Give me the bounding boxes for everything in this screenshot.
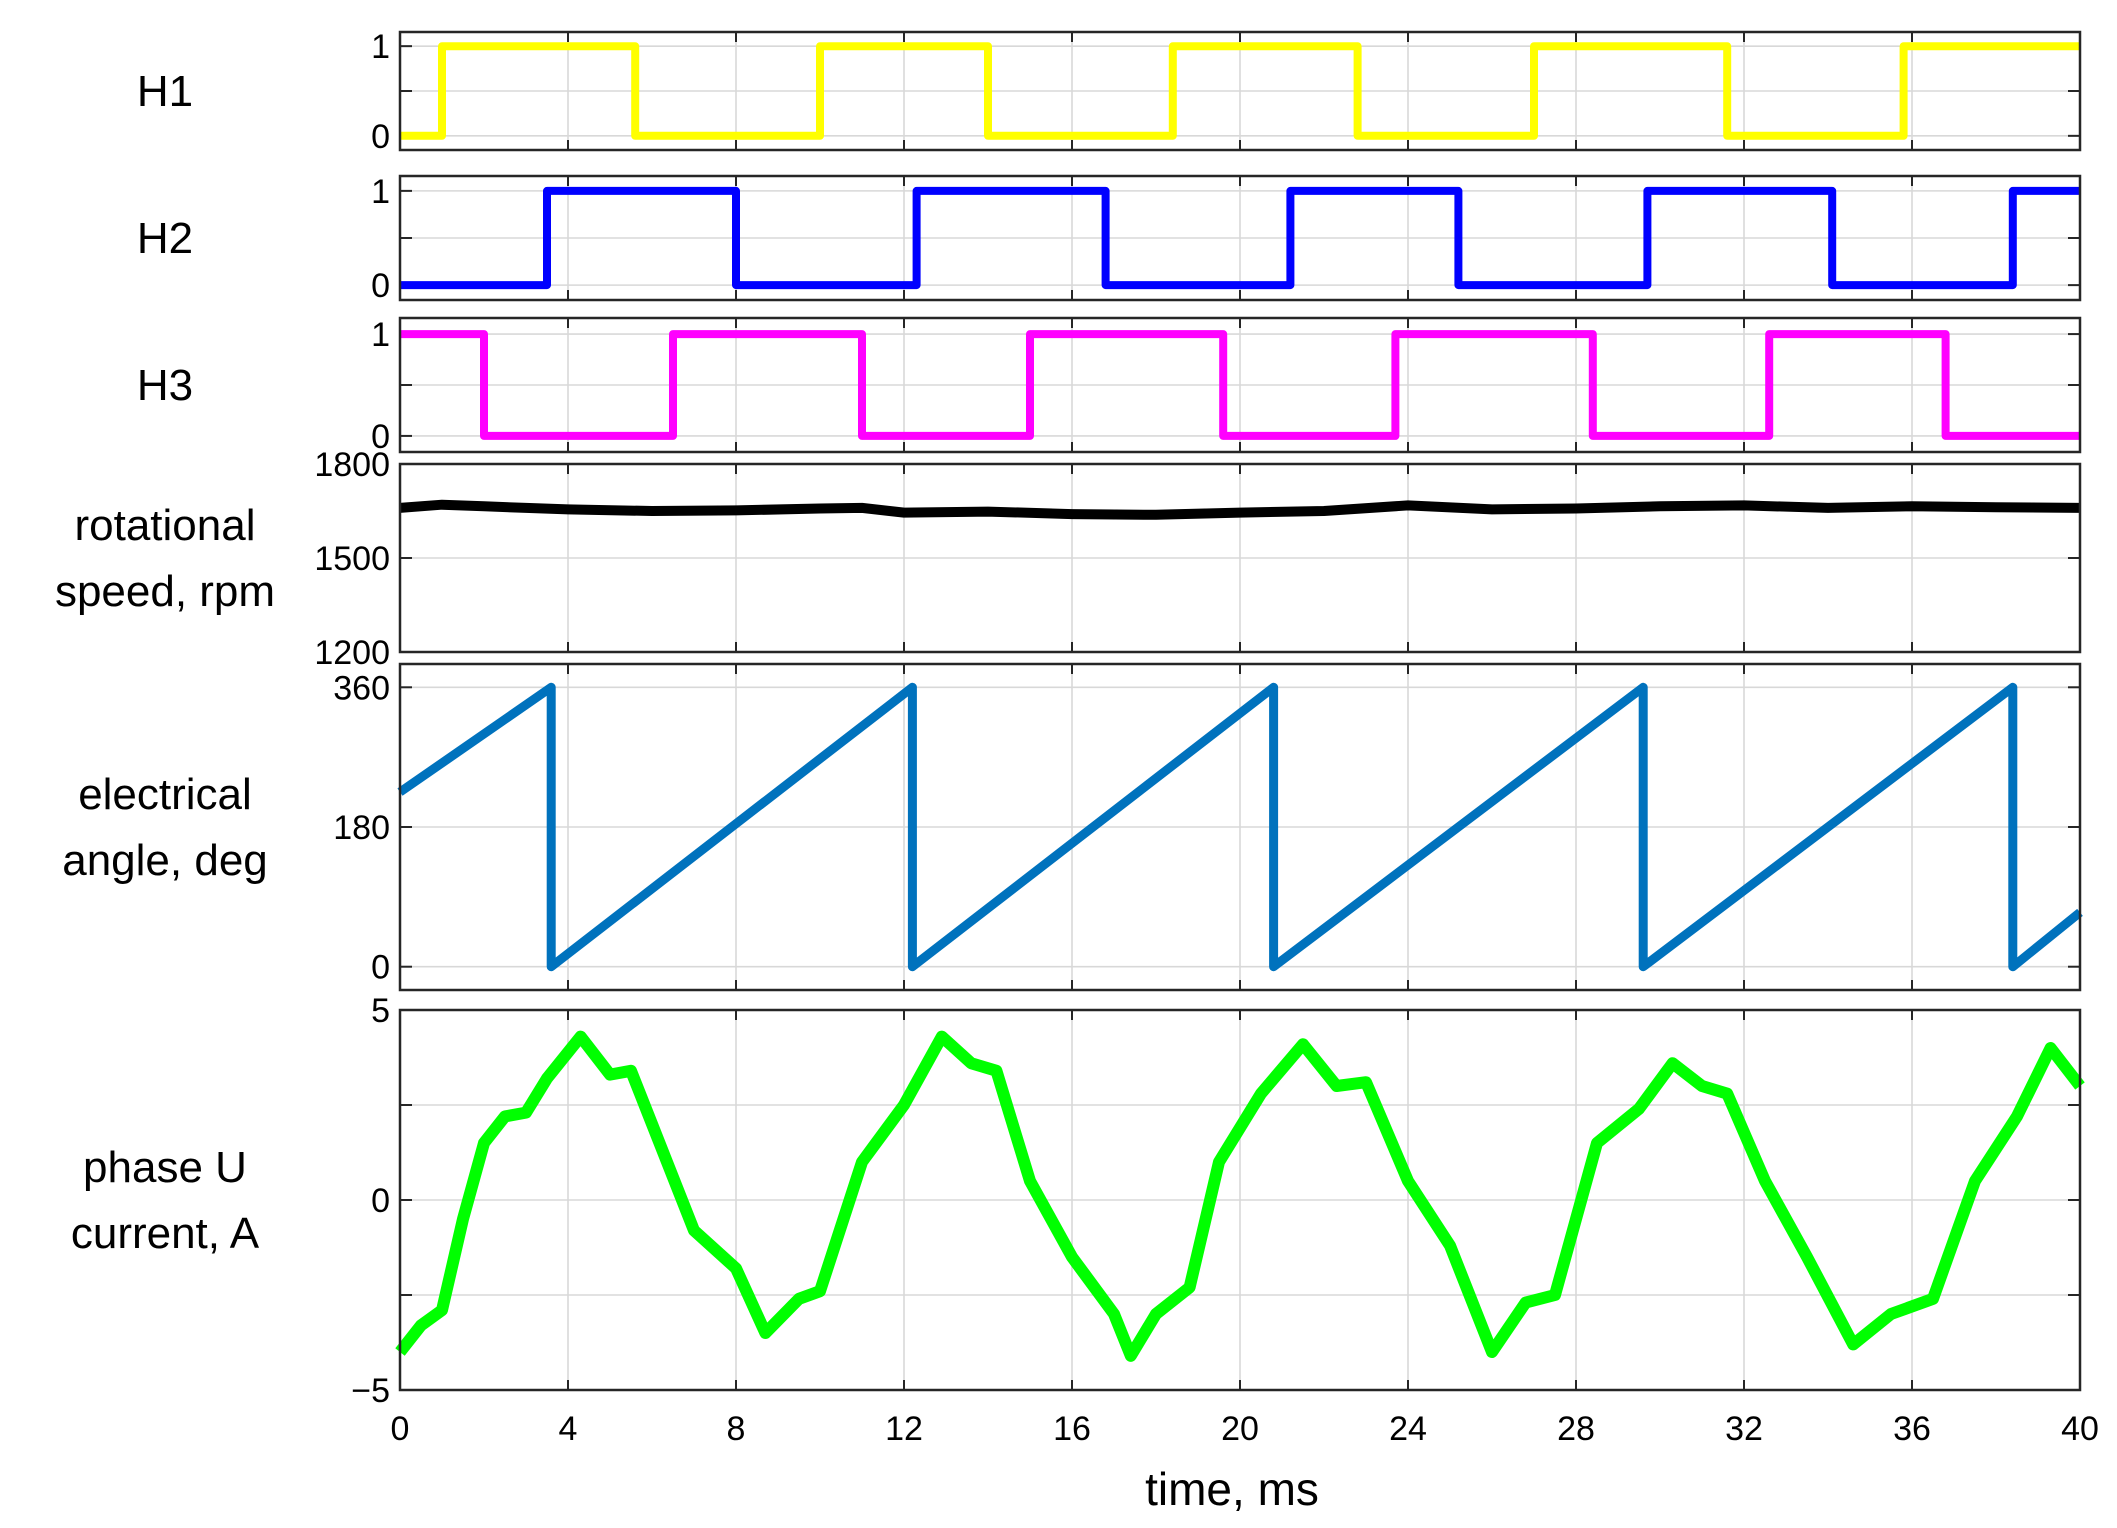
speed-axes-box (398, 462, 2082, 654)
x-tick-label-0: 0 (391, 1410, 410, 1448)
h2-series-line (400, 186, 2080, 290)
h2-y-tick-label: 1 (371, 173, 390, 211)
speed-y-axis-label: rotational (74, 501, 255, 550)
speed-series-line (399, 499, 2081, 520)
panel-angle: 0 180 360 electrical angle, deg (62, 662, 2083, 992)
h2-y-axis-label: H2 (137, 214, 193, 263)
x-tick-label-32: 32 (1725, 1410, 1763, 1448)
x-tick-label-4: 4 (559, 1410, 578, 1448)
speed-y-tick-label: 1200 (314, 634, 390, 672)
angle-y-tick-label: 0 (371, 949, 390, 987)
x-tick-label-28: 28 (1557, 1410, 1595, 1448)
panel-h3: 0 1 H3 (137, 316, 2082, 456)
x-tick-label-40: 40 (2061, 1410, 2099, 1448)
current-axes-box (398, 1008, 2082, 1392)
h3-y-axis-label: H3 (137, 361, 193, 410)
current-y-axis-label: current, A (71, 1209, 260, 1258)
h3-y-tick-label: 0 (371, 418, 390, 456)
h1-series-line (400, 42, 2080, 140)
angle-series-line (397, 682, 2083, 972)
speed-y-tick-label: 1500 (314, 540, 390, 578)
x-tick-label-12: 12 (885, 1410, 923, 1448)
h1-y-axis-label: H1 (137, 67, 193, 116)
speed-y-tick-label: 1800 (314, 446, 390, 484)
h3-y-tick-label: 1 (371, 316, 390, 354)
h1-y-tick-label: 0 (371, 118, 390, 156)
current-y-tick-label: −5 (351, 1372, 390, 1410)
speed-y-axis-label: speed, rpm (55, 567, 275, 616)
angle-y-axis-label: electrical (78, 770, 252, 819)
current-series-line (395, 1030, 2085, 1362)
current-y-tick-label: 5 (371, 992, 390, 1030)
h2-axes-box (398, 174, 2082, 302)
h1-axes-box (398, 30, 2082, 152)
panel-speed: 1200 1500 1800 rotational speed, rpm (55, 446, 2082, 672)
current-y-axis-label: phase U (83, 1143, 247, 1192)
h3-axes-box (398, 316, 2082, 454)
current-y-tick-label: 0 (371, 1182, 390, 1220)
x-tick-label-36: 36 (1893, 1410, 1931, 1448)
angle-y-tick-label: 360 (333, 669, 390, 707)
h3-series-line (400, 330, 2080, 440)
angle-y-tick-label: 180 (333, 809, 390, 847)
angle-y-axis-label: angle, deg (62, 836, 268, 885)
panel-h1: 0 1 H1 (137, 28, 2082, 156)
x-tick-label-16: 16 (1053, 1410, 1091, 1448)
h1-y-tick-label: 1 (371, 28, 390, 66)
angle-axes-box (398, 662, 2082, 992)
x-tick-label-20: 20 (1221, 1410, 1259, 1448)
h2-y-tick-label: 0 (371, 267, 390, 305)
x-tick-label-8: 8 (727, 1410, 746, 1448)
panel-h2: 0 1 H2 (137, 173, 2082, 305)
chart-panels: 01H101H201H3120015001800rotationalspeed,… (55, 28, 2099, 1448)
x-tick-label-24: 24 (1389, 1410, 1427, 1448)
x-axis-label: time, ms (1145, 1463, 1319, 1515)
